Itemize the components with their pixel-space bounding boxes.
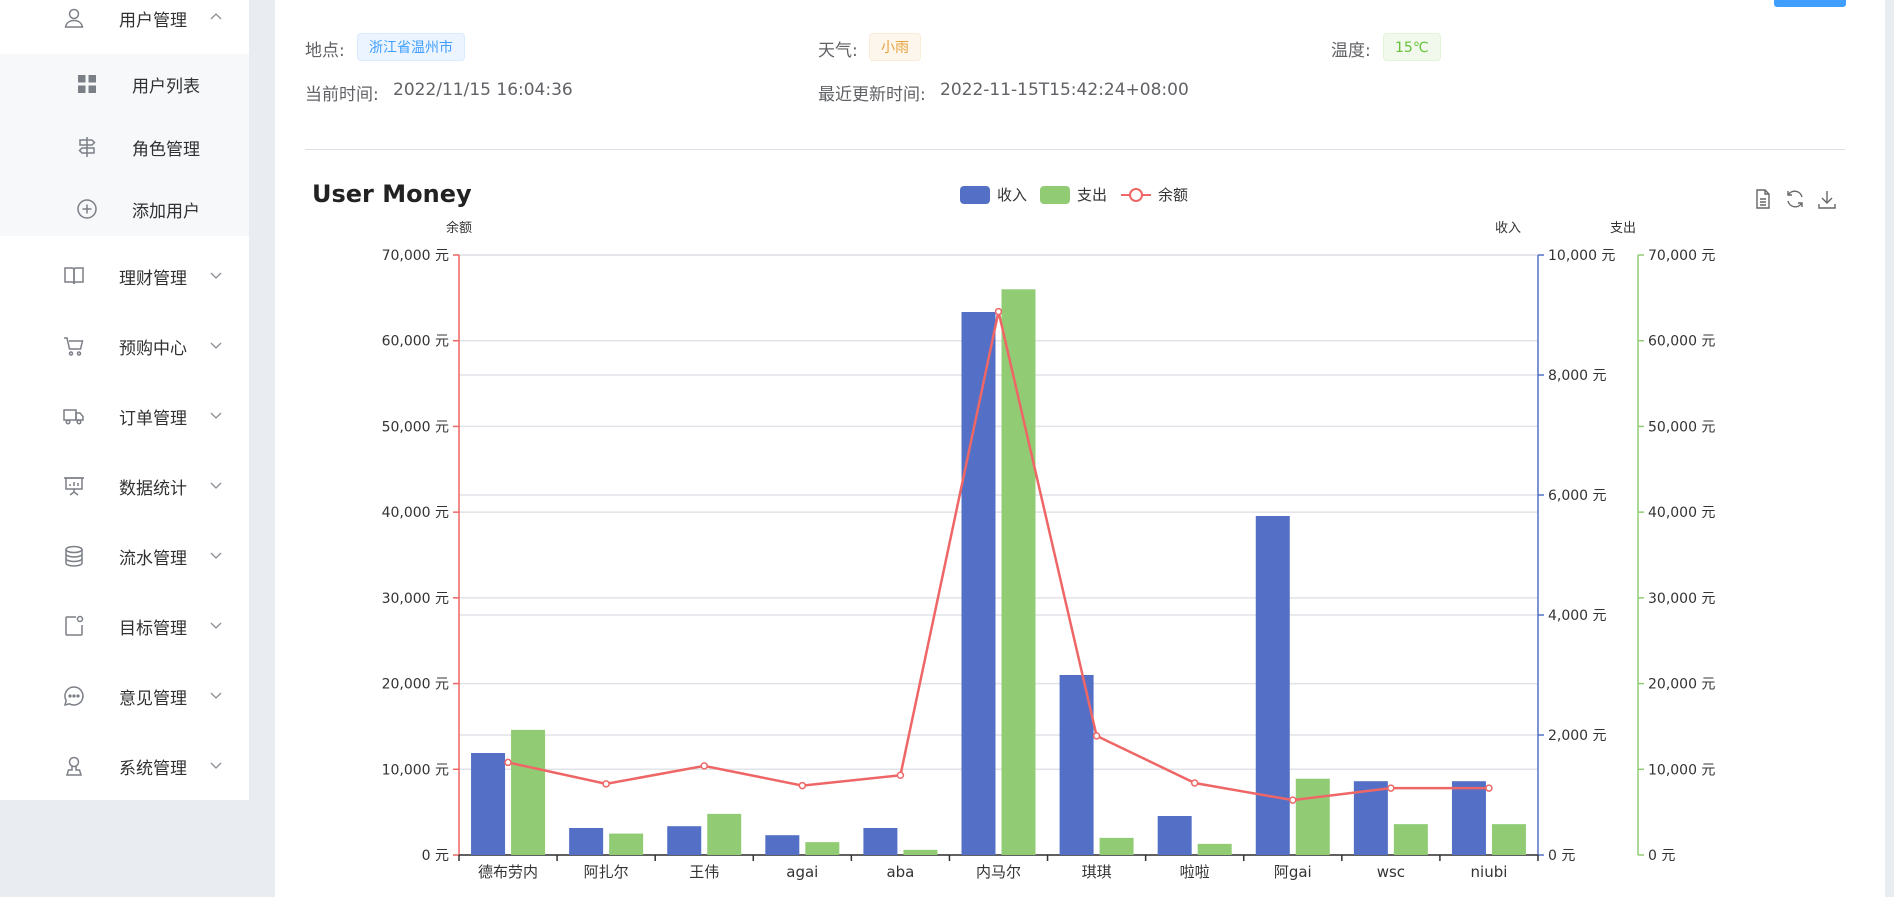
current-time-value: 2022/11/15 16:04:36: [393, 80, 573, 100]
chevron-down-icon: [210, 342, 222, 349]
sidebar-item-feedback-management[interactable]: 意见管理: [0, 672, 249, 720]
sidebar-item-system-management[interactable]: 系统管理: [0, 742, 249, 790]
chevron-up-icon: [210, 13, 222, 20]
chevron-down-icon: [210, 412, 222, 419]
top-action-button[interactable]: [1774, 0, 1846, 7]
chevron-down-icon: [210, 762, 222, 769]
user-icon: [64, 8, 84, 28]
sidebar-item-add-user[interactable]: 添加用户: [0, 185, 249, 233]
sidebar-item-label: 意见管理: [119, 688, 187, 709]
sidebar-item-label: 数据统计: [119, 478, 187, 499]
temperature-label: 温度:: [1331, 41, 1371, 61]
truck-icon: [63, 409, 84, 425]
location-tag: 浙江省温州市: [357, 33, 465, 61]
current-time-label: 当前时间:: [305, 85, 379, 105]
main-panel: [275, 0, 1885, 897]
plus-circle-icon: [77, 199, 97, 219]
temperature-tag: 15℃: [1383, 33, 1441, 61]
sidebar-item-label: 目标管理: [119, 618, 187, 639]
sidebar-item-goal-management[interactable]: 目标管理: [0, 602, 249, 650]
book-icon: [64, 267, 84, 285]
sidebar-item-order-management[interactable]: 订单管理: [0, 392, 249, 440]
chart-title: User Money: [312, 180, 472, 208]
weather-label: 天气:: [818, 41, 858, 61]
chevron-down-icon: [210, 272, 222, 279]
sidebar-item-flow-management[interactable]: 流水管理: [0, 532, 249, 580]
sidebar-item-data-statistics[interactable]: 数据统计: [0, 462, 249, 510]
sidebar: 用户管理 用户列表 角色管理 添加用户 理财管理 预购中心 订单管理 数据统计 …: [0, 0, 249, 800]
coins-icon: [65, 545, 83, 567]
chat-icon: [63, 686, 84, 707]
update-time-label: 最近更新时间:: [818, 85, 926, 105]
download-icon[interactable]: [1816, 188, 1838, 210]
grid-icon: [78, 75, 96, 93]
sidebar-item-pre-order-center[interactable]: 预购中心: [0, 322, 249, 370]
presentation-icon: [64, 477, 84, 496]
sidebar-item-user-management[interactable]: 用户管理: [0, 0, 249, 42]
sidebar-item-finance-management[interactable]: 理财管理: [0, 252, 249, 300]
submenu-background: [0, 54, 249, 236]
chevron-down-icon: [210, 552, 222, 559]
update-time-value: 2022-11-15T15:42:24+08:00: [940, 80, 1189, 100]
sidebar-item-user-list[interactable]: 用户列表: [0, 60, 249, 108]
sidebar-item-label: 添加用户: [132, 201, 200, 222]
sidebar-item-label: 订单管理: [119, 408, 187, 429]
sidebar-item-label: 预购中心: [119, 338, 187, 359]
sidebar-item-label: 用户列表: [132, 76, 200, 97]
sidebar-item-label: 系统管理: [119, 758, 187, 779]
sidebar-item-label: 理财管理: [119, 268, 187, 289]
chevron-down-icon: [210, 622, 222, 629]
refresh-icon[interactable]: [1784, 188, 1806, 210]
sidebar-item-label: 角色管理: [132, 139, 200, 160]
signpost-icon: [78, 137, 96, 157]
weather-tag: 小雨: [869, 33, 921, 61]
chevron-down-icon: [210, 482, 222, 489]
admin-icon: [65, 756, 83, 776]
target-icon: [65, 615, 84, 636]
chevron-down-icon: [210, 692, 222, 699]
sidebar-item-label: 流水管理: [119, 548, 187, 569]
document-icon[interactable]: [1752, 188, 1774, 210]
sidebar-item-label: 用户管理: [119, 10, 187, 31]
cart-icon: [64, 337, 84, 356]
location-label: 地点:: [305, 41, 345, 61]
sidebar-item-role-management[interactable]: 角色管理: [0, 123, 249, 171]
divider: [305, 149, 1845, 150]
